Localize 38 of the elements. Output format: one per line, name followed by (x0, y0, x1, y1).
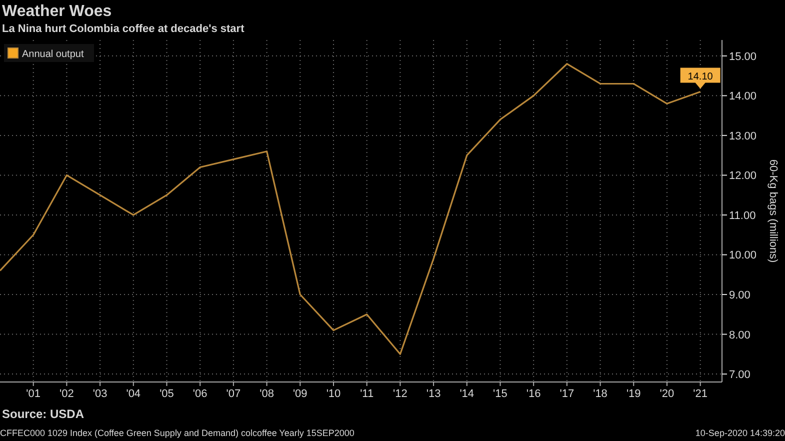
x-tick-label: '18 (593, 388, 608, 400)
data-label: 14.10 (688, 72, 714, 83)
chart-title: Weather Woes (2, 3, 112, 20)
y-tick-label: 13.00 (729, 130, 757, 142)
x-tick-label: '13 (426, 388, 441, 400)
text: CFFEC000 1029 Index (Coffee Green Supply and Demand) colcoffee Yearly 15SEP2000 (0, 428, 354, 438)
y-tick-label: 15.00 (729, 50, 757, 63)
x-tick-label: '17 (560, 388, 574, 400)
x-tick-label: '12 (393, 388, 408, 400)
y-tick-label: 9.00 (729, 290, 750, 302)
chart-subtitle: La Nina hurt Colombia coffee at decade's start (2, 23, 245, 35)
x-tick-label: '14 (460, 388, 474, 400)
x-tick-label: '03 (92, 388, 108, 400)
x-tick-label: '16 (526, 388, 541, 400)
x-tick-label: '10 (326, 388, 341, 400)
legend-label: Annual output (22, 49, 84, 60)
x-tick-label: '05 (160, 388, 174, 400)
x-tick-label: '15 (493, 388, 508, 400)
y-tick-label: 10.00 (729, 250, 757, 262)
x-tick-label: '11 (360, 388, 374, 400)
source-note: Source: USDA (2, 407, 84, 421)
x-tick-label: '02 (60, 388, 74, 400)
x-tick-label: '04 (126, 388, 141, 400)
y-tick-label: 12.00 (729, 170, 757, 182)
x-tick-label: '06 (192, 388, 208, 400)
x-tick-label: '08 (260, 388, 274, 400)
x-tick-label: '09 (292, 388, 308, 400)
y-tick-label: 14.00 (729, 90, 757, 103)
x-tick-label: '07 (226, 388, 241, 400)
x-tick-label: '21 (693, 388, 708, 400)
y-tick-label: 11.00 (729, 210, 756, 222)
y-axis-title: 60-Kg bags (millions) (767, 159, 779, 263)
x-tick-label: '19 (626, 388, 641, 400)
text: 10-Sep-2020 14:39:20 (695, 428, 785, 438)
x-tick-label: '01 (26, 388, 41, 400)
y-tick-label: 8.00 (729, 329, 750, 342)
x-tick-label: '20 (660, 388, 674, 400)
y-tick-label: 7.00 (729, 369, 750, 382)
